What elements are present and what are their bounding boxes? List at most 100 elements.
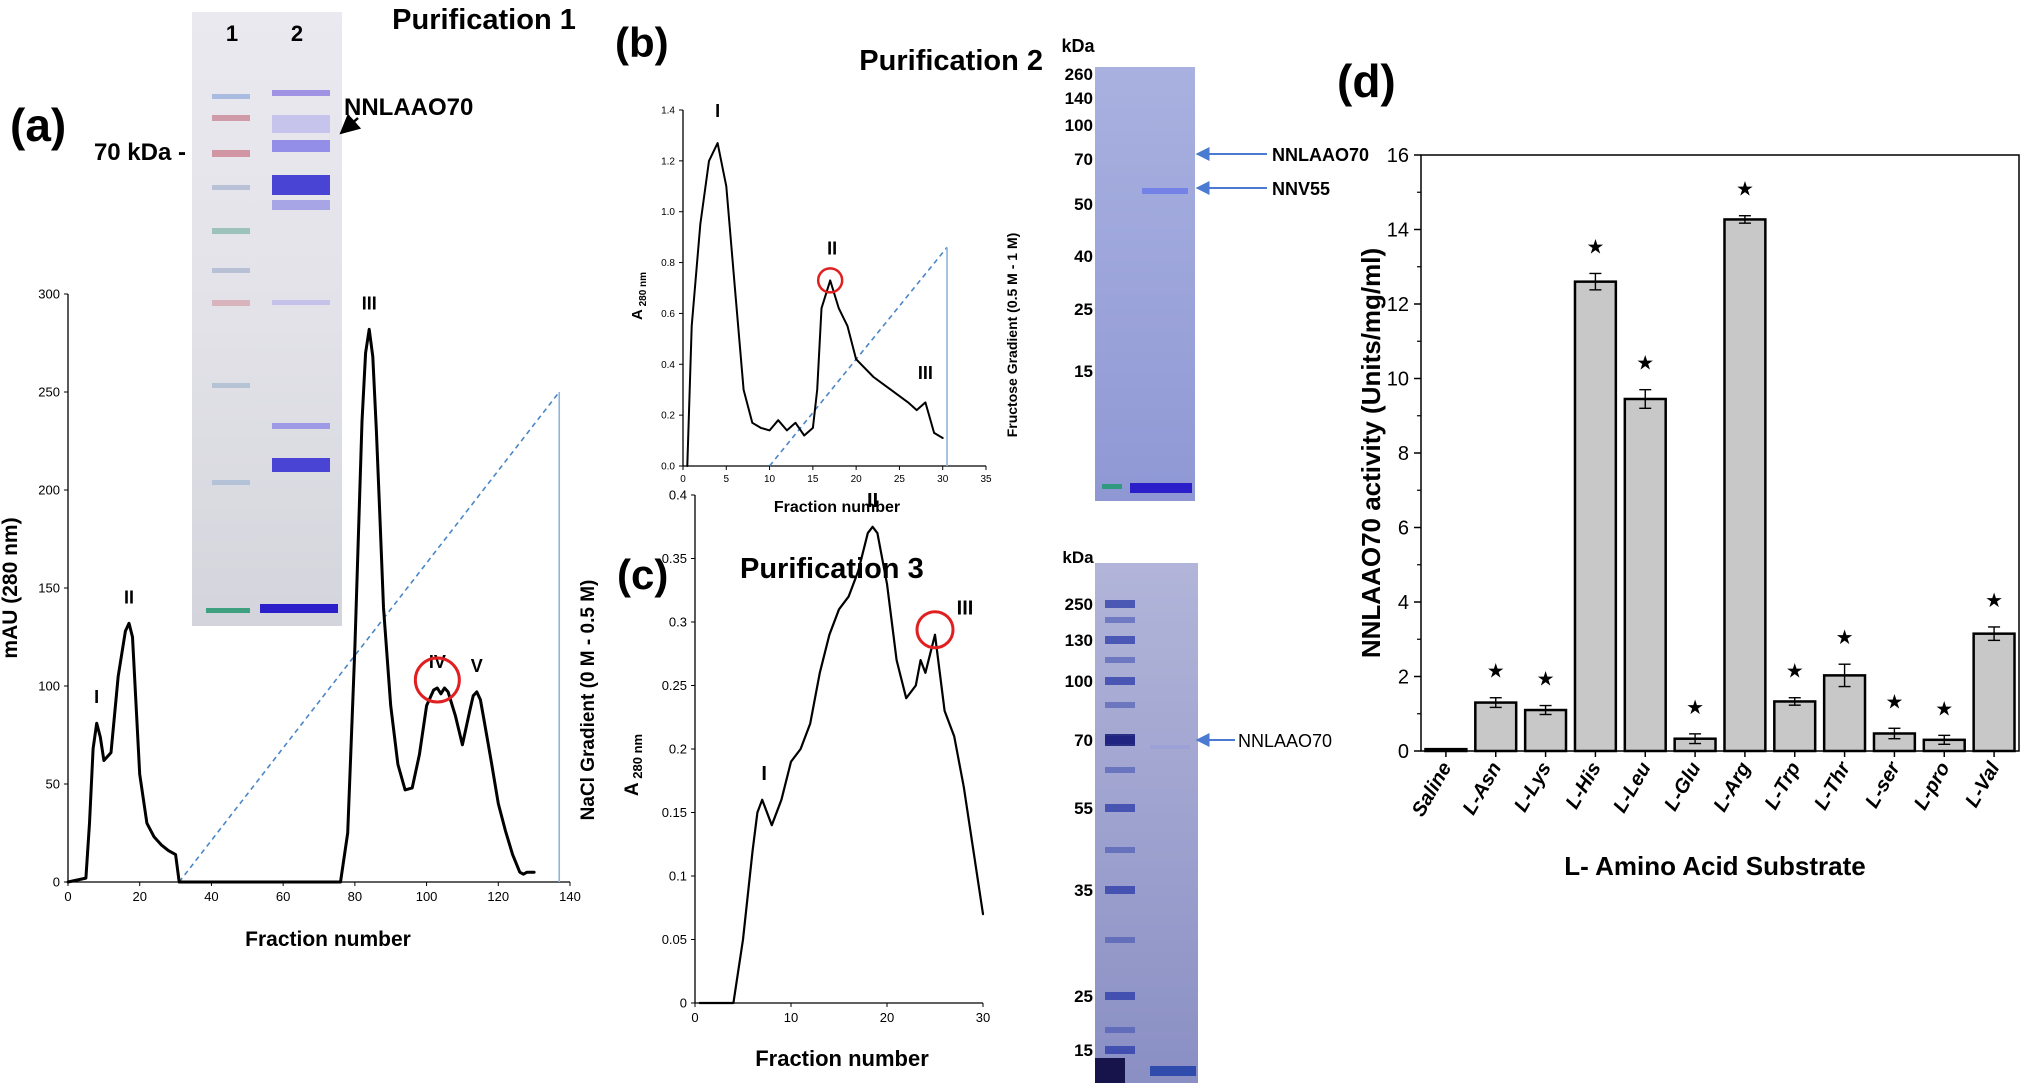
x-tick-label: L-Val <box>1961 758 2004 811</box>
y-tick-label: 1.2 <box>661 156 675 167</box>
gel-band-label-nnv55: NNV55 <box>1272 179 1330 199</box>
panel-b: (b) Purification 2 0 5 10 15 20 25 30 35 0.0 0.2 0… <box>615 19 1369 516</box>
gel-band-nnlaao70 <box>1150 745 1190 749</box>
x-tick-label: 40 <box>204 889 218 904</box>
gel-unit-label: kDa <box>1061 36 1095 56</box>
gel-background <box>192 12 342 626</box>
gel-ladder-band <box>1105 657 1135 663</box>
significance-star: ★ <box>1985 590 2003 612</box>
panel-a-gel: 1 2 <box>192 12 342 626</box>
y-tick-label: 0.35 <box>662 551 687 566</box>
gel-marker-label: 55 <box>1074 799 1093 818</box>
gel-ladder-band-70 <box>1105 734 1135 746</box>
gel-marker-label: 15 <box>1074 362 1093 381</box>
bar <box>1573 280 1618 753</box>
x-tick-label: L-Asn <box>1459 759 1506 819</box>
gel-ladder-band <box>1105 847 1135 853</box>
y-tick-label: 4 <box>1398 592 1409 614</box>
chromatogram-trace <box>686 142 944 467</box>
ladder-dye-front <box>206 608 250 613</box>
ladder-band <box>212 480 250 485</box>
panel-b-chromatogram: 0 5 10 15 20 25 30 350.00.20.40.60.81.01.21.4 II… <box>629 101 1020 516</box>
ladder-band <box>212 150 250 157</box>
panel-c: (c) Purification 3 0 10 20 30 0 0.05 0.1 0.15 0.… <box>617 488 1332 1083</box>
y-tick-label: 16 <box>1387 145 1409 167</box>
gel-ladder-band <box>1105 1046 1135 1054</box>
x-tick-label: 20 <box>851 474 863 485</box>
peak-label: II <box>124 587 134 607</box>
panel-b-gel <box>1095 67 1195 501</box>
panel-a-title: Purification 1 <box>392 4 576 36</box>
x-tick-label: L-His <box>1562 759 1606 813</box>
y-tick-label: 0.6 <box>661 309 675 320</box>
panel-a: (a) 0 20 40 60 80 100 120 140 0 50 100 150 200 250 300… <box>0 4 599 951</box>
panel-c-title: Purification 3 <box>740 553 924 585</box>
peak-label: III <box>918 363 933 383</box>
y-tick-label: 0.05 <box>662 932 687 947</box>
panel-a-chromatogram: 0 20 40 60 80 100 120 140050100150200250300IIII… <box>0 287 599 951</box>
x-tick-label: 120 <box>487 889 509 904</box>
bar <box>1424 747 1468 753</box>
sample-band <box>272 200 330 210</box>
x-tick-label: 35 <box>980 474 992 485</box>
peak-highlight-circle <box>915 610 955 650</box>
x-tick-label: 5 <box>724 474 730 485</box>
x-tick-label: L-pro <box>1910 759 1955 814</box>
y-tick-label: 0.4 <box>661 360 675 371</box>
x-axis-label: L- Amino Acid Substrate <box>1564 851 1865 881</box>
significance-star: ★ <box>1736 179 1754 201</box>
gel-dark-edge <box>1095 1058 1125 1083</box>
y-tick-label: 0.4 <box>669 488 687 503</box>
sample-band <box>272 458 330 472</box>
x-tick-label: 0 <box>680 474 686 485</box>
peak-label: III <box>362 293 377 313</box>
x-tick-label: 140 <box>559 889 581 904</box>
gel-band-arrow <box>339 113 362 135</box>
gel-dye-front <box>1102 484 1122 489</box>
peak-highlight-circle <box>816 267 844 294</box>
panel-a-label: (a) <box>10 99 66 151</box>
y-tick-label: 150 <box>38 581 60 596</box>
panel-c-gel <box>1095 563 1198 1083</box>
panel-b-title: Purification 2 <box>859 45 1043 77</box>
panel-c-gel-markers: 250 130 100 70 55 35 25 15 <box>1065 595 1093 1060</box>
y-axis-label: A 280 nm <box>629 272 649 320</box>
y-tick-label: 100 <box>38 679 60 694</box>
x-tick-label: L-Glu <box>1660 759 1705 815</box>
gel-marker-label: 70 <box>1074 150 1093 169</box>
gel-marker-label: 100 <box>1065 672 1093 691</box>
x-tick-label: 0 <box>691 1010 698 1025</box>
gel-marker-label: 50 <box>1074 195 1093 214</box>
gradient-line <box>768 246 948 467</box>
gel-marker-label: 25 <box>1074 300 1093 319</box>
significance-star: ★ <box>1836 627 1854 649</box>
y2-axis-label: NaCl Gradient (0 M - 0.5 M) <box>578 580 599 821</box>
bar <box>1523 708 1568 753</box>
panel-d: (d) 0 2 4 6 8 10 12 14 16 Saline ★ L-Asn ★ L-Lys ★ L-Hi… <box>1337 55 2020 881</box>
y-axis-label: NNLAAO70 activity (Units/mg/ml) <box>1356 248 1386 658</box>
gel-ladder-band <box>1105 636 1135 644</box>
gel-background <box>1095 67 1195 501</box>
bar <box>1773 700 1817 753</box>
x-tick-label: L-Thr <box>1810 757 1855 813</box>
y-tick-label: 12 <box>1387 294 1409 316</box>
gel-marker-label: 140 <box>1065 89 1093 108</box>
gel-marker-label: 35 <box>1074 881 1093 900</box>
peak-label: I <box>94 687 99 707</box>
x-tick-label: 60 <box>276 889 290 904</box>
y-tick-label: 0.2 <box>669 742 687 757</box>
gel-band-label-nnlaao70: NNLAAO70 <box>344 94 473 121</box>
x-tick-label: 10 <box>784 1010 798 1025</box>
y-axis-label: mAU (280 nm) <box>0 517 22 658</box>
y-tick-label: 14 <box>1387 220 1409 242</box>
x-tick-label: L-Trp <box>1761 759 1805 814</box>
peak-label: V <box>471 656 483 676</box>
ladder-band <box>212 300 250 306</box>
gel-unit-label: kDa <box>1062 548 1094 567</box>
peak-label: II <box>827 238 837 258</box>
x-tick-label: 20 <box>880 1010 894 1025</box>
x-tick-label: Saline <box>1408 759 1457 821</box>
y-tick-label: 250 <box>38 385 60 400</box>
peak-label: I <box>715 101 720 121</box>
